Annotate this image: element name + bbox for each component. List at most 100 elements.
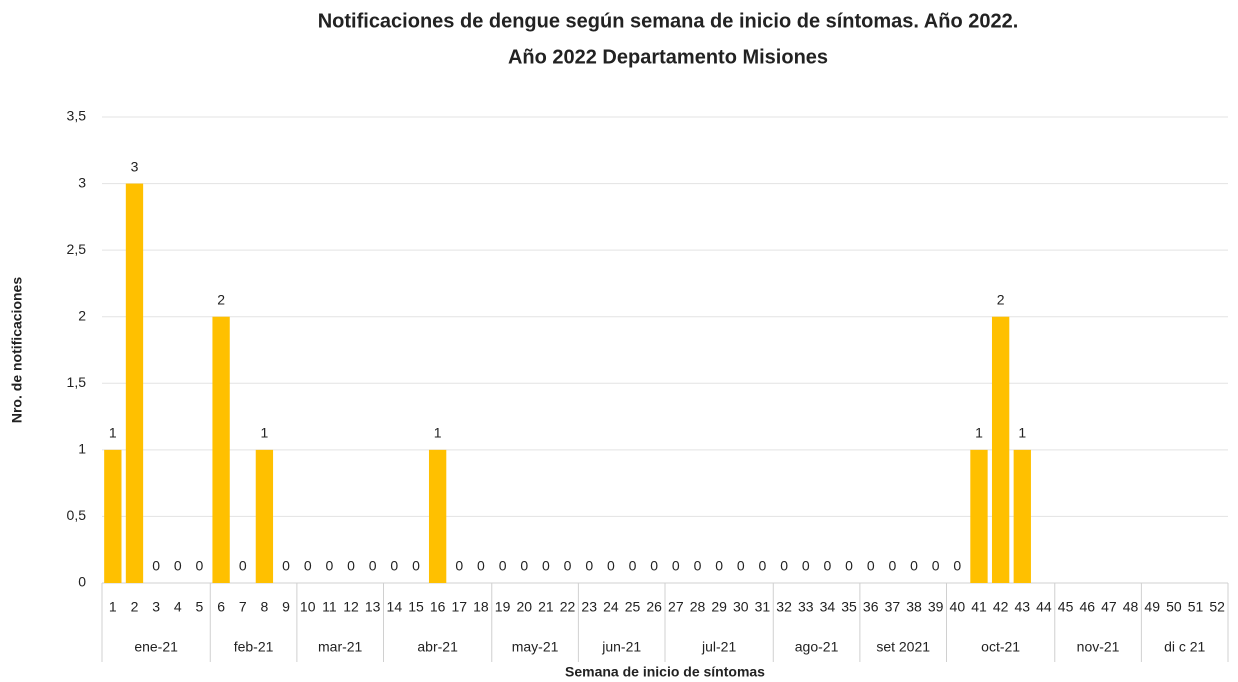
chart-subtitle: Año 2022 Departamento Misiones — [508, 46, 828, 68]
data-label: 0 — [932, 558, 940, 574]
x-tick-label: 17 — [451, 599, 467, 615]
data-label: 0 — [715, 558, 723, 574]
x-tick-label: 22 — [560, 599, 576, 615]
data-label: 0 — [174, 558, 182, 574]
group-label: jul-21 — [701, 639, 736, 655]
x-tick-label: 52 — [1209, 599, 1225, 615]
x-axis-title: Semana de inicio de síntomas — [565, 664, 765, 680]
data-label: 1 — [1018, 425, 1026, 441]
data-label: 1 — [434, 425, 442, 441]
x-tick-label: 7 — [239, 599, 247, 615]
data-label: 2 — [217, 291, 225, 307]
x-tick-label: 41 — [971, 599, 987, 615]
data-label: 0 — [347, 558, 355, 574]
x-tick-label: 21 — [538, 599, 554, 615]
y-tick-label: 3,5 — [67, 108, 87, 124]
x-tick-label: 16 — [430, 599, 446, 615]
x-tick-label: 3 — [152, 599, 160, 615]
group-label: set 2021 — [876, 639, 930, 655]
x-tick-label: 49 — [1144, 599, 1160, 615]
x-tick-label: 31 — [755, 599, 771, 615]
x-tick-label: 30 — [733, 599, 749, 615]
x-tick-label: 34 — [820, 599, 836, 615]
x-tick-label: 38 — [906, 599, 922, 615]
y-axis-title: Nro. de notificaciones — [9, 277, 25, 423]
data-label: 0 — [845, 558, 853, 574]
data-label: 0 — [564, 558, 572, 574]
data-label: 0 — [585, 558, 593, 574]
data-label: 0 — [542, 558, 550, 574]
x-tick-label: 2 — [131, 599, 139, 615]
y-tick-label: 2 — [78, 307, 86, 323]
x-tick-label: 33 — [798, 599, 814, 615]
x-tick-label: 14 — [387, 599, 403, 615]
x-tick-label: 44 — [1036, 599, 1052, 615]
data-label: 1 — [261, 425, 269, 441]
data-label: 0 — [694, 558, 702, 574]
bar — [991, 316, 1010, 583]
x-tick-label: 43 — [1014, 599, 1030, 615]
data-label: 0 — [282, 558, 290, 574]
group-label: mar-21 — [318, 639, 363, 655]
data-label: 0 — [325, 558, 333, 574]
x-tick-label: 40 — [950, 599, 966, 615]
data-label: 0 — [672, 558, 680, 574]
x-tick-label: 47 — [1101, 599, 1117, 615]
data-label: 1 — [109, 425, 117, 441]
x-tick-label: 45 — [1058, 599, 1074, 615]
x-tick-label: 10 — [300, 599, 316, 615]
data-label: 0 — [759, 558, 767, 574]
x-tick-label: 11 — [322, 599, 337, 615]
x-tick-label: 27 — [668, 599, 684, 615]
bar — [1013, 449, 1031, 583]
x-tick-label: 32 — [776, 599, 792, 615]
x-tick-label: 19 — [495, 599, 511, 615]
group-label: di c 21 — [1164, 639, 1205, 655]
bar — [255, 449, 274, 583]
bar — [212, 316, 230, 583]
data-label: 0 — [455, 558, 463, 574]
x-tick-label: 29 — [711, 599, 727, 615]
x-tick-label: 48 — [1123, 599, 1139, 615]
x-tick-label: 46 — [1079, 599, 1095, 615]
group-label: feb-21 — [234, 639, 274, 655]
data-label: 0 — [607, 558, 615, 574]
x-tick-label: 50 — [1166, 599, 1182, 615]
x-tick-label: 12 — [343, 599, 359, 615]
bar — [970, 449, 988, 583]
x-tick-label: 39 — [928, 599, 944, 615]
data-label: 1 — [975, 425, 983, 441]
data-label: 2 — [997, 291, 1005, 307]
y-tick-label: 2,5 — [67, 241, 87, 257]
x-tick-label: 51 — [1188, 599, 1204, 615]
x-tick-label: 5 — [196, 599, 204, 615]
y-tick-label: 0 — [78, 574, 86, 590]
data-label: 0 — [824, 558, 832, 574]
data-label: 0 — [953, 558, 961, 574]
x-tick-label: 35 — [841, 599, 857, 615]
data-label: 0 — [412, 558, 420, 574]
data-label: 0 — [239, 558, 247, 574]
group-label: may-21 — [512, 639, 559, 655]
data-label: 3 — [131, 158, 139, 174]
y-tick-label: 1 — [78, 441, 86, 457]
group-label: ago-21 — [795, 639, 839, 655]
group-label: jun-21 — [601, 639, 641, 655]
data-label: 0 — [910, 558, 918, 574]
y-tick-label: 1,5 — [67, 374, 87, 390]
x-tick-label: 6 — [217, 599, 225, 615]
x-tick-label: 20 — [516, 599, 532, 615]
x-tick-label: 23 — [581, 599, 597, 615]
x-tick-label: 25 — [625, 599, 641, 615]
data-label: 0 — [152, 558, 160, 574]
chart-title: Notificaciones de dengue según semana de… — [318, 10, 1019, 32]
x-tick-label: 36 — [863, 599, 879, 615]
x-tick-label: 18 — [473, 599, 489, 615]
data-label: 0 — [499, 558, 507, 574]
bar — [104, 449, 122, 583]
group-label: ene-21 — [134, 639, 178, 655]
group-label: abr-21 — [417, 639, 458, 655]
data-label: 0 — [369, 558, 377, 574]
x-tick-label: 13 — [365, 599, 381, 615]
data-label: 0 — [477, 558, 485, 574]
